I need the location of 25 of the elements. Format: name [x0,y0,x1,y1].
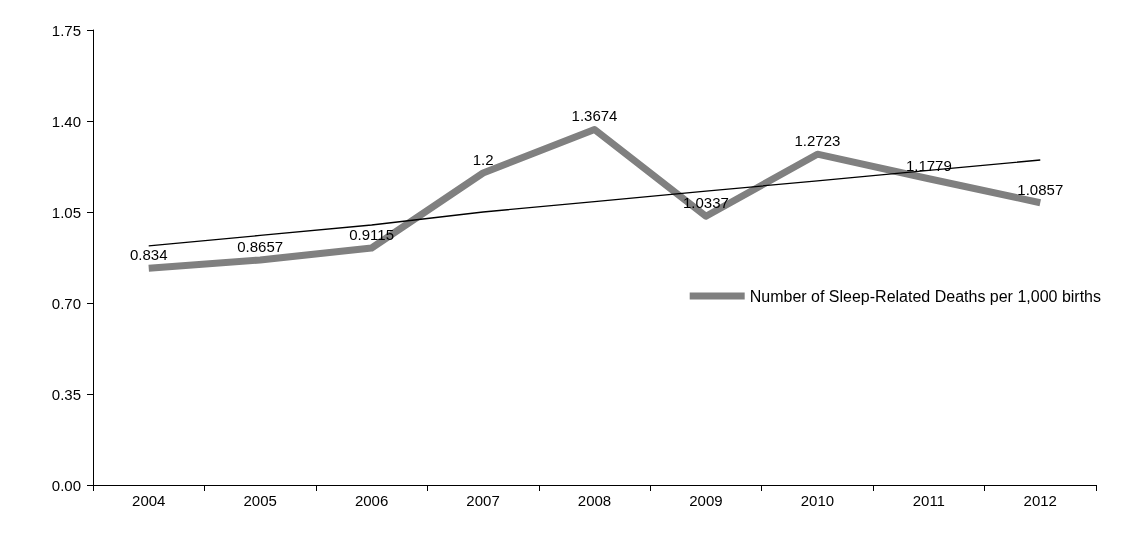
y-tick-label: 1.40 [51,112,81,130]
data-label: 1.3674 [571,107,618,125]
x-tick-label: 2006 [354,492,389,509]
data-label: 1.2 [472,151,494,168]
x-tick-label: 2010 [800,492,835,509]
y-tick-label: 1.05 [51,203,81,221]
data-label: 1.0857 [1017,180,1064,198]
x-tick-label: 2005 [243,492,277,509]
data-label: 1.0337 [683,194,729,212]
y-tick-label: 1.75 [51,21,81,39]
x-tick-label: 2008 [577,492,612,509]
data-label: 0.9115 [349,226,394,244]
data-label: 0.834 [129,246,168,264]
y-tick-label: 0.35 [51,385,81,403]
x-tick-label: 2012 [1023,492,1057,509]
x-tick-label: 2011 [912,492,945,509]
y-tick-label: 0.00 [51,476,81,494]
x-tick-label: 2007 [466,492,500,509]
data-label: 1.2723 [794,132,841,150]
data-label: 0.8657 [237,237,284,255]
x-tick-label: 2009 [689,492,723,509]
y-tick-label: 0.70 [51,294,81,312]
x-tick-label: 2004 [132,492,166,509]
data-label: 1.1779 [905,156,952,174]
legend-label: Number of Sleep-Related Deaths per 1,000 births [749,287,1102,305]
